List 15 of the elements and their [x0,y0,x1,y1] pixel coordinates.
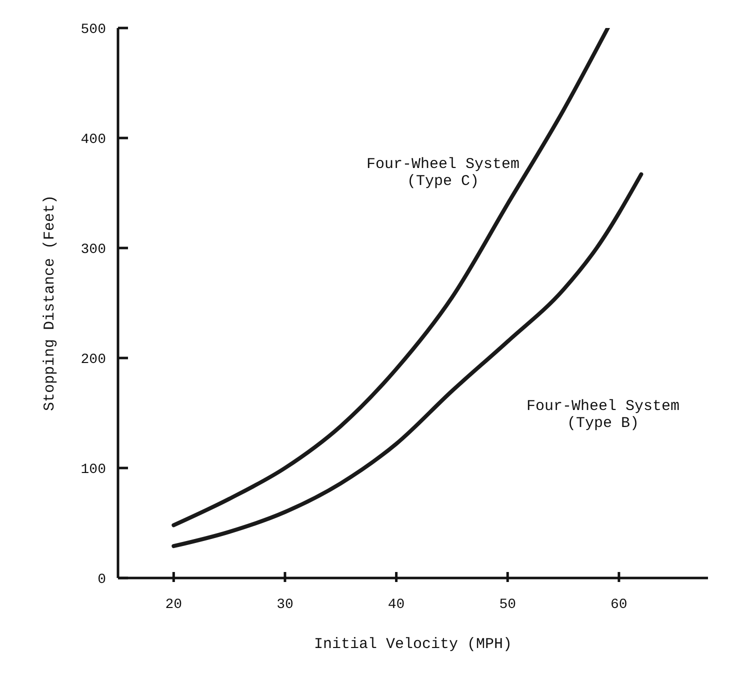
annotation: Four-Wheel System (Type C) [365,156,521,190]
y-tick-label: 400 [80,132,106,148]
y-tick-label: 500 [80,22,106,38]
x-tick-label: 20 [165,596,182,613]
y-tick-label: 200 [80,352,106,368]
x-axis-title: Initial Velocity (MPH) [314,636,512,653]
x-tick-label: 30 [276,596,294,613]
x-tick-label: 60 [610,596,628,613]
x-tick-label: 40 [388,596,405,613]
y-tick-label: 300 [80,242,106,258]
y-axis-title: Stopping Distance (Feet) [41,194,58,412]
y-tick-label: 0 [98,572,106,588]
x-tick-label: 50 [499,596,516,613]
annotation: Four-Wheel System (Type B) [525,398,681,432]
y-tick-label: 100 [80,462,106,478]
